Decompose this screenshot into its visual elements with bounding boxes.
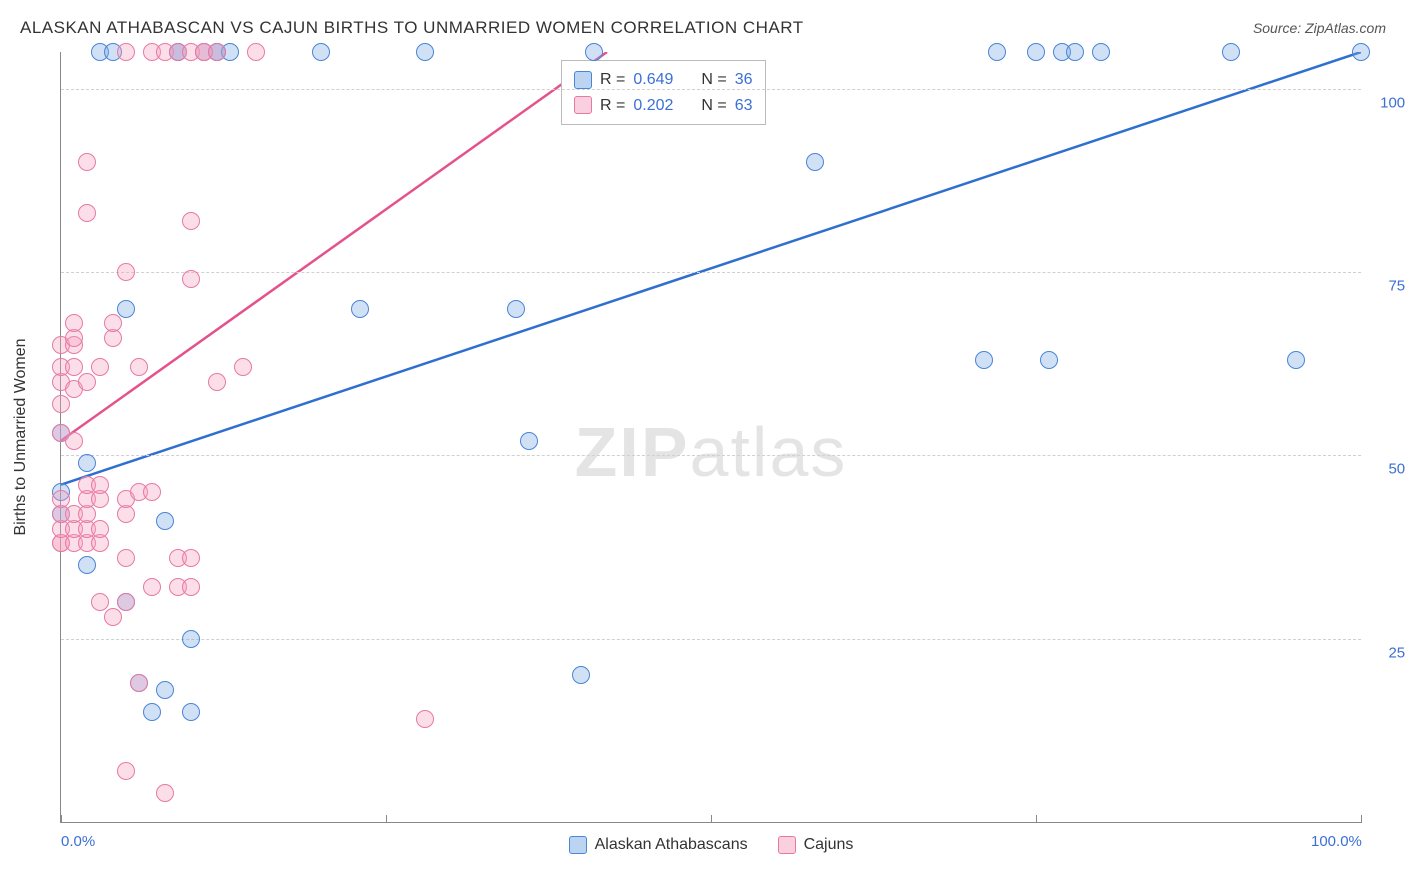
swatch-pink-icon: [778, 836, 796, 854]
y-tick-label: 50.0%: [1371, 461, 1406, 478]
data-point: [65, 358, 83, 376]
data-point: [78, 454, 96, 472]
data-point: [1222, 43, 1240, 61]
legend-item-blue: Alaskan Athabascans: [569, 836, 748, 854]
data-point: [117, 43, 135, 61]
x-tick: [61, 815, 62, 823]
data-point: [143, 703, 161, 721]
stats-legend: R = 0.649 N = 36 R = 0.202 N = 63: [561, 60, 766, 125]
data-point: [117, 549, 135, 567]
y-axis-title: Births to Unmarried Women: [12, 338, 30, 535]
x-tick: [1036, 815, 1037, 823]
data-point: [182, 578, 200, 596]
data-point: [247, 43, 265, 61]
data-point: [585, 43, 603, 61]
data-point: [1092, 43, 1110, 61]
data-point: [130, 358, 148, 376]
y-tick-label: 75.0%: [1371, 278, 1406, 295]
data-point: [91, 476, 109, 494]
data-point: [1287, 351, 1305, 369]
data-point: [1066, 43, 1084, 61]
x-tick-label: 100.0%: [1311, 833, 1362, 850]
gridline: [61, 455, 1361, 456]
data-point: [1040, 351, 1058, 369]
data-point: [975, 351, 993, 369]
stats-row-pink: R = 0.202 N = 63: [574, 93, 753, 119]
header: ALASKAN ATHABASCAN VS CAJUN BIRTHS TO UN…: [20, 18, 1386, 38]
data-point: [117, 300, 135, 318]
source-label: Source: ZipAtlas.com: [1253, 20, 1386, 36]
swatch-blue-icon: [569, 836, 587, 854]
data-point: [182, 703, 200, 721]
data-point: [182, 212, 200, 230]
data-point: [208, 43, 226, 61]
data-point: [143, 483, 161, 501]
data-point: [182, 630, 200, 648]
chart-title: ALASKAN ATHABASCAN VS CAJUN BIRTHS TO UN…: [20, 18, 804, 38]
data-point: [117, 762, 135, 780]
data-point: [156, 512, 174, 530]
swatch-blue-icon: [574, 71, 592, 89]
data-point: [416, 710, 434, 728]
scatter-plot: Births to Unmarried Women ZIPatlas R = 0…: [60, 52, 1361, 823]
data-point: [91, 358, 109, 376]
data-point: [507, 300, 525, 318]
legend-item-pink: Cajuns: [778, 836, 854, 854]
data-point: [1352, 43, 1370, 61]
data-point: [520, 432, 538, 450]
data-point: [182, 549, 200, 567]
data-point: [117, 593, 135, 611]
data-point: [78, 373, 96, 391]
data-point: [988, 43, 1006, 61]
data-point: [65, 314, 83, 332]
r-value-pink: 0.202: [633, 93, 673, 119]
data-point: [143, 578, 161, 596]
data-point: [91, 593, 109, 611]
data-point: [78, 204, 96, 222]
y-tick-label: 25.0%: [1371, 644, 1406, 661]
gridline: [61, 89, 1361, 90]
x-tick: [386, 815, 387, 823]
data-point: [572, 666, 590, 684]
data-point: [208, 373, 226, 391]
gridline: [61, 639, 1361, 640]
n-value-pink: 63: [735, 93, 753, 119]
data-point: [130, 674, 148, 692]
data-point: [234, 358, 252, 376]
data-point: [52, 395, 70, 413]
data-point: [52, 490, 70, 508]
data-point: [91, 520, 109, 538]
data-point: [416, 43, 434, 61]
trend-lines: [61, 52, 1361, 822]
gridline: [61, 272, 1361, 273]
y-tick-label: 100.0%: [1371, 94, 1406, 111]
data-point: [78, 556, 96, 574]
data-point: [156, 784, 174, 802]
data-point: [1027, 43, 1045, 61]
data-point: [351, 300, 369, 318]
data-point: [104, 608, 122, 626]
data-point: [156, 681, 174, 699]
x-tick-label: 0.0%: [61, 833, 95, 850]
watermark: ZIPatlas: [575, 412, 848, 492]
data-point: [104, 314, 122, 332]
x-tick: [711, 815, 712, 823]
x-tick: [1361, 815, 1362, 823]
data-point: [65, 432, 83, 450]
series-legend: Alaskan Athabascans Cajuns: [61, 836, 1361, 854]
data-point: [806, 153, 824, 171]
data-point: [312, 43, 330, 61]
data-point: [117, 263, 135, 281]
data-point: [182, 270, 200, 288]
data-point: [78, 153, 96, 171]
swatch-pink-icon: [574, 96, 592, 114]
